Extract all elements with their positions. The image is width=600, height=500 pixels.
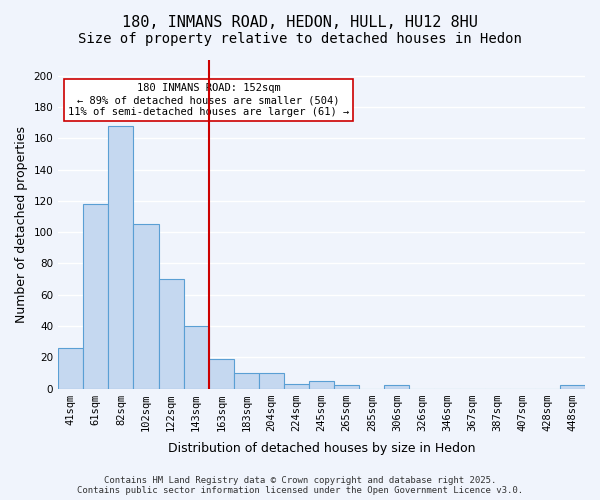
Text: Size of property relative to detached houses in Hedon: Size of property relative to detached ho…	[78, 32, 522, 46]
Text: 180, INMANS ROAD, HEDON, HULL, HU12 8HU: 180, INMANS ROAD, HEDON, HULL, HU12 8HU	[122, 15, 478, 30]
Bar	[385, 386, 409, 388]
Bar	[133, 224, 158, 388]
Y-axis label: Number of detached properties: Number of detached properties	[15, 126, 28, 323]
Bar	[309, 380, 334, 388]
X-axis label: Distribution of detached houses by size in Hedon: Distribution of detached houses by size …	[168, 442, 475, 455]
Bar	[58, 348, 83, 389]
Bar	[284, 384, 309, 388]
Bar	[234, 373, 259, 388]
Bar	[560, 386, 585, 388]
Bar	[184, 326, 209, 388]
Text: Contains HM Land Registry data © Crown copyright and database right 2025.
Contai: Contains HM Land Registry data © Crown c…	[77, 476, 523, 495]
Bar	[158, 279, 184, 388]
Text: 180 INMANS ROAD: 152sqm
← 89% of detached houses are smaller (504)
11% of semi-d: 180 INMANS ROAD: 152sqm ← 89% of detache…	[68, 84, 349, 116]
Bar	[209, 359, 234, 388]
Bar	[259, 373, 284, 388]
Bar	[109, 126, 133, 388]
Bar	[83, 204, 109, 388]
Bar	[334, 386, 359, 388]
